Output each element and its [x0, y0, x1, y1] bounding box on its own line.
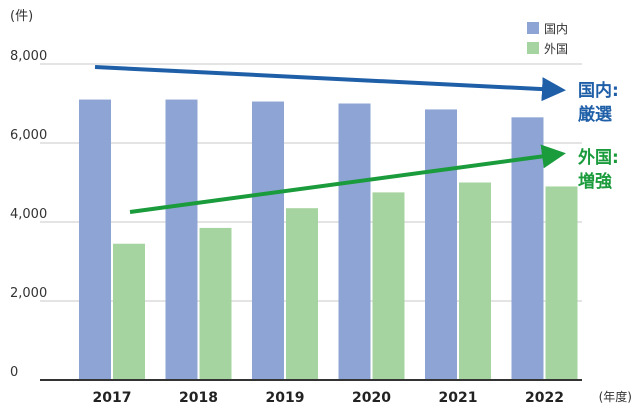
bar-foreign-2018 [199, 227, 232, 380]
bar-domestic-2021 [425, 109, 457, 381]
x-axis-tick-labels: 2017 2018 2019 2020 2021 2022 [93, 390, 564, 406]
y-tick-label: 0 [10, 365, 18, 380]
y-tick-label: 4,000 [10, 207, 47, 222]
trend-label: 外国: [578, 147, 619, 168]
legend-swatch [527, 22, 539, 34]
x-tick-label: 2017 [93, 390, 132, 406]
trend-label: 増強 [578, 171, 612, 192]
bar-foreign-2017 [113, 243, 145, 380]
x-tick-label: 2018 [179, 390, 218, 406]
x-tick-label: 2021 [439, 390, 478, 406]
legend-label: 外国 [544, 42, 568, 56]
x-tick-label: 2020 [352, 390, 391, 406]
bar-domestic-2020 [338, 103, 371, 380]
legend-swatch [527, 42, 539, 54]
trend-arrow-down [94, 65, 566, 102]
bars [79, 99, 578, 381]
trend-arrow-up [129, 144, 566, 214]
y-axis-label: (件) [10, 9, 33, 24]
x-axis-label: (年度) [599, 389, 632, 404]
x-tick-label: 2022 [525, 390, 564, 406]
y-tick-label: 2,000 [10, 286, 47, 301]
y-axis-tick-labels: 0 2,000 4,000 6,000 8,000 [10, 49, 47, 380]
x-tick-label: 2019 [266, 390, 305, 406]
y-tick-label: 8,000 [10, 49, 47, 64]
trend-label: 国内: [578, 80, 619, 101]
bar-domestic-2018 [165, 99, 198, 381]
bar-foreign-2022 [545, 186, 578, 380]
bar-domestic-2019 [252, 101, 284, 381]
bar-foreign-2020 [372, 192, 405, 380]
bar-foreign-2021 [459, 182, 491, 380]
trend-label: 厳選 [578, 104, 612, 125]
y-tick-label: 6,000 [10, 128, 47, 143]
legend-label: 国内 [544, 22, 568, 36]
bar-domestic-2017 [79, 99, 111, 381]
bar-foreign-2019 [286, 208, 318, 380]
